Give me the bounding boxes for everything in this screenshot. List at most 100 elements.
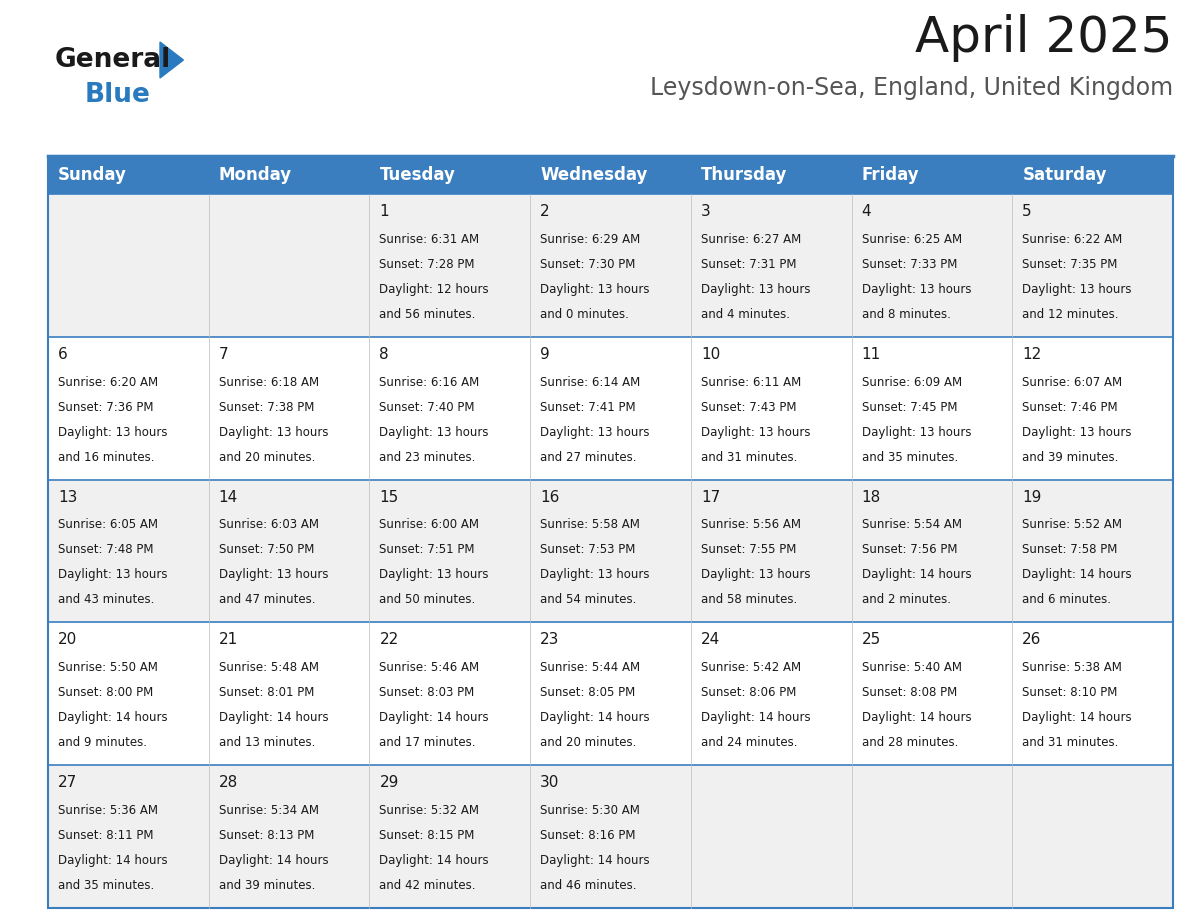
Polygon shape	[160, 42, 183, 78]
Text: 22: 22	[379, 633, 399, 647]
Text: and 13 minutes.: and 13 minutes.	[219, 736, 315, 749]
Text: Sunset: 8:03 PM: Sunset: 8:03 PM	[379, 686, 475, 700]
Text: Sunrise: 5:56 AM: Sunrise: 5:56 AM	[701, 519, 801, 532]
Text: Daylight: 14 hours: Daylight: 14 hours	[379, 854, 489, 867]
Text: 9: 9	[541, 347, 550, 362]
Text: April 2025: April 2025	[916, 14, 1173, 62]
Text: Daylight: 14 hours: Daylight: 14 hours	[541, 711, 650, 724]
Text: Sunrise: 5:38 AM: Sunrise: 5:38 AM	[1023, 661, 1123, 674]
Text: Sunset: 7:33 PM: Sunset: 7:33 PM	[861, 258, 958, 271]
Text: and 24 minutes.: and 24 minutes.	[701, 736, 797, 749]
Text: and 16 minutes.: and 16 minutes.	[58, 451, 154, 464]
Text: and 58 minutes.: and 58 minutes.	[701, 593, 797, 606]
Text: Saturday: Saturday	[1023, 166, 1107, 185]
Text: Sunset: 7:40 PM: Sunset: 7:40 PM	[379, 400, 475, 414]
Text: Tuesday: Tuesday	[379, 166, 455, 185]
Text: 2: 2	[541, 204, 550, 219]
Text: Sunset: 7:38 PM: Sunset: 7:38 PM	[219, 400, 314, 414]
Text: Sunrise: 6:31 AM: Sunrise: 6:31 AM	[379, 233, 480, 246]
Text: Sunset: 8:16 PM: Sunset: 8:16 PM	[541, 829, 636, 842]
Text: Sunset: 8:08 PM: Sunset: 8:08 PM	[861, 686, 956, 700]
Text: 29: 29	[379, 775, 399, 790]
Text: Sunset: 7:48 PM: Sunset: 7:48 PM	[58, 543, 153, 556]
Text: Sunset: 7:30 PM: Sunset: 7:30 PM	[541, 258, 636, 271]
Text: Sunrise: 6:20 AM: Sunrise: 6:20 AM	[58, 375, 158, 388]
Text: Sunrise: 6:27 AM: Sunrise: 6:27 AM	[701, 233, 801, 246]
Text: Sunday: Sunday	[58, 166, 127, 185]
Text: Sunset: 8:00 PM: Sunset: 8:00 PM	[58, 686, 153, 700]
Text: and 47 minutes.: and 47 minutes.	[219, 593, 315, 606]
Text: Daylight: 13 hours: Daylight: 13 hours	[219, 426, 328, 439]
Text: Daylight: 13 hours: Daylight: 13 hours	[1023, 426, 1132, 439]
Text: 10: 10	[701, 347, 720, 362]
Bar	[48, 337, 1173, 479]
Text: and 39 minutes.: and 39 minutes.	[219, 879, 315, 892]
Text: and 12 minutes.: and 12 minutes.	[1023, 308, 1119, 320]
Text: Sunset: 8:06 PM: Sunset: 8:06 PM	[701, 686, 796, 700]
Text: Daylight: 13 hours: Daylight: 13 hours	[58, 568, 168, 581]
Text: Blue: Blue	[86, 82, 151, 108]
Text: and 35 minutes.: and 35 minutes.	[861, 451, 958, 464]
Text: Daylight: 14 hours: Daylight: 14 hours	[379, 711, 489, 724]
Text: Daylight: 13 hours: Daylight: 13 hours	[701, 283, 810, 296]
Text: Daylight: 13 hours: Daylight: 13 hours	[541, 426, 650, 439]
Text: and 9 minutes.: and 9 minutes.	[58, 736, 147, 749]
Text: 23: 23	[541, 633, 560, 647]
Text: 15: 15	[379, 489, 399, 505]
Text: 4: 4	[861, 204, 871, 219]
Text: and 43 minutes.: and 43 minutes.	[58, 593, 154, 606]
Text: Sunrise: 5:36 AM: Sunrise: 5:36 AM	[58, 804, 158, 817]
Text: Sunrise: 5:34 AM: Sunrise: 5:34 AM	[219, 804, 318, 817]
Text: 5: 5	[1023, 204, 1032, 219]
Text: Thursday: Thursday	[701, 166, 788, 185]
Bar	[48, 622, 1173, 766]
Text: Sunrise: 6:18 AM: Sunrise: 6:18 AM	[219, 375, 318, 388]
Text: 13: 13	[58, 489, 77, 505]
Text: 26: 26	[1023, 633, 1042, 647]
Text: and 50 minutes.: and 50 minutes.	[379, 593, 475, 606]
Text: 19: 19	[1023, 489, 1042, 505]
Text: Daylight: 14 hours: Daylight: 14 hours	[701, 711, 810, 724]
Text: and 28 minutes.: and 28 minutes.	[861, 736, 958, 749]
Text: 28: 28	[219, 775, 238, 790]
Text: 3: 3	[701, 204, 710, 219]
Text: Sunrise: 6:22 AM: Sunrise: 6:22 AM	[1023, 233, 1123, 246]
Text: Daylight: 13 hours: Daylight: 13 hours	[1023, 283, 1132, 296]
Text: Sunset: 7:31 PM: Sunset: 7:31 PM	[701, 258, 796, 271]
Text: and 46 minutes.: and 46 minutes.	[541, 879, 637, 892]
Text: Daylight: 14 hours: Daylight: 14 hours	[541, 854, 650, 867]
Text: Sunset: 7:45 PM: Sunset: 7:45 PM	[861, 400, 958, 414]
Text: Sunset: 8:13 PM: Sunset: 8:13 PM	[219, 829, 314, 842]
Text: and 0 minutes.: and 0 minutes.	[541, 308, 628, 320]
Text: 14: 14	[219, 489, 238, 505]
Text: and 39 minutes.: and 39 minutes.	[1023, 451, 1119, 464]
Text: 21: 21	[219, 633, 238, 647]
Text: Sunrise: 5:58 AM: Sunrise: 5:58 AM	[541, 519, 640, 532]
Text: Daylight: 13 hours: Daylight: 13 hours	[379, 426, 489, 439]
Text: and 56 minutes.: and 56 minutes.	[379, 308, 476, 320]
Text: Daylight: 13 hours: Daylight: 13 hours	[861, 283, 971, 296]
Text: Sunrise: 5:30 AM: Sunrise: 5:30 AM	[541, 804, 640, 817]
Text: Sunrise: 6:09 AM: Sunrise: 6:09 AM	[861, 375, 962, 388]
Text: Sunrise: 5:50 AM: Sunrise: 5:50 AM	[58, 661, 158, 674]
Text: Sunset: 7:50 PM: Sunset: 7:50 PM	[219, 543, 314, 556]
Text: Daylight: 13 hours: Daylight: 13 hours	[541, 568, 650, 581]
Text: Sunrise: 6:00 AM: Sunrise: 6:00 AM	[379, 519, 480, 532]
Text: Sunset: 7:56 PM: Sunset: 7:56 PM	[861, 543, 958, 556]
Text: Sunset: 7:51 PM: Sunset: 7:51 PM	[379, 543, 475, 556]
Text: Sunset: 8:05 PM: Sunset: 8:05 PM	[541, 686, 636, 700]
Bar	[48, 479, 1173, 622]
Text: Sunrise: 5:48 AM: Sunrise: 5:48 AM	[219, 661, 318, 674]
Text: Daylight: 14 hours: Daylight: 14 hours	[1023, 711, 1132, 724]
Text: 16: 16	[541, 489, 560, 505]
Text: and 23 minutes.: and 23 minutes.	[379, 451, 476, 464]
Text: 8: 8	[379, 347, 388, 362]
Text: 7: 7	[219, 347, 228, 362]
Text: 27: 27	[58, 775, 77, 790]
Text: Daylight: 14 hours: Daylight: 14 hours	[861, 711, 972, 724]
Text: Sunrise: 5:52 AM: Sunrise: 5:52 AM	[1023, 519, 1123, 532]
Text: Monday: Monday	[219, 166, 292, 185]
Text: Sunrise: 6:07 AM: Sunrise: 6:07 AM	[1023, 375, 1123, 388]
Text: and 20 minutes.: and 20 minutes.	[541, 736, 637, 749]
Text: Friday: Friday	[861, 166, 920, 185]
